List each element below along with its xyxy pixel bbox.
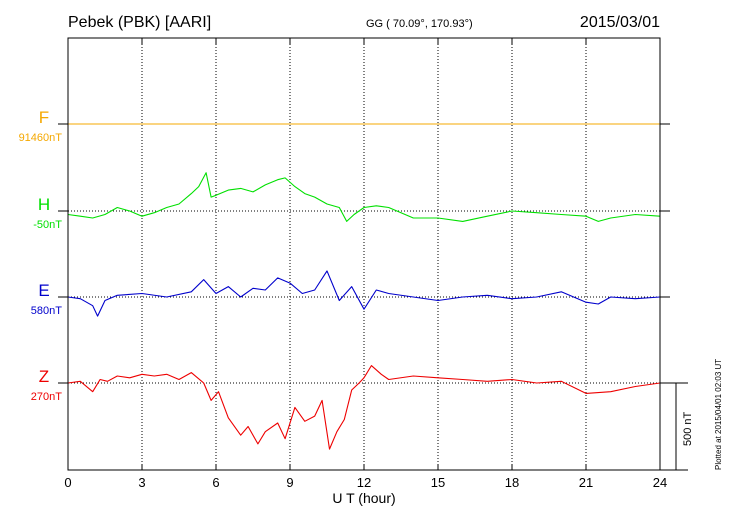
series-name-f: F <box>39 108 49 127</box>
x-axis-label: U T (hour) <box>332 490 395 506</box>
x-axis-ticks: 0 3 6 9 12 15 18 21 24 <box>64 38 667 490</box>
chart-date: 2015/03/01 <box>580 14 660 31</box>
series-lines <box>67 123 661 450</box>
x-tick-label: 12 <box>357 475 371 490</box>
x-tick-label: 18 <box>505 475 519 490</box>
scale-bar-label: 500 nT <box>682 411 694 446</box>
x-tick-label: 3 <box>138 475 145 490</box>
series-baseline-value-h: -50nT <box>33 219 62 231</box>
scale-bar: 500 nT <box>660 382 694 471</box>
baselines <box>58 123 670 384</box>
plotted-at-note: Plotted at 2015/04/01 02:03 UT <box>714 358 723 470</box>
x-tick-label: 15 <box>431 475 445 490</box>
series-name-z: Z <box>39 367 49 386</box>
x-tick-label: 6 <box>212 475 219 490</box>
station-coords: GG ( 70.09°, 170.93°) <box>366 18 473 30</box>
series-baseline-value-e: 580nT <box>31 305 62 317</box>
x-tick-label: 24 <box>653 475 667 490</box>
series-line-h <box>67 172 661 222</box>
chart-title: Pebek (PBK) [AARI] <box>68 14 211 31</box>
x-tick-label: 0 <box>64 475 71 490</box>
series-name-e: E <box>38 281 49 300</box>
series-line-z <box>67 365 661 450</box>
series-baseline-value-z: 270nT <box>31 391 62 403</box>
series-name-h: H <box>38 195 50 214</box>
grid-lines <box>141 38 587 470</box>
series-line-e <box>67 270 661 317</box>
series-labels: F 91460nT H -50nT E 580nT Z 270nT <box>19 108 63 403</box>
series-baseline-value-f: 91460nT <box>19 132 63 144</box>
x-tick-label: 21 <box>579 475 593 490</box>
x-tick-label: 9 <box>286 475 293 490</box>
